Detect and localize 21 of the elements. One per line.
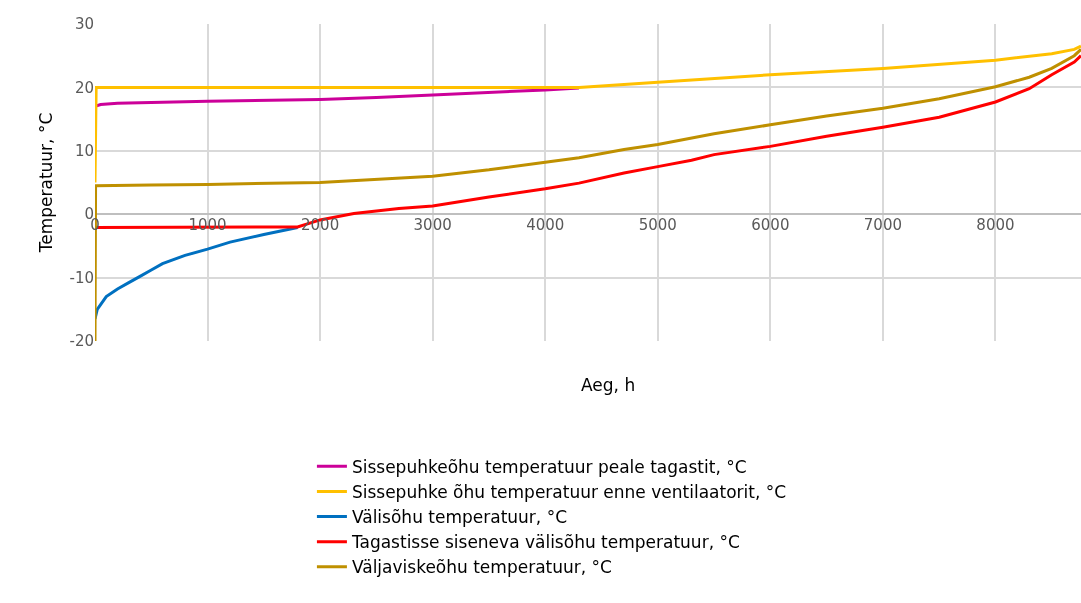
- y-tick-label: -20: [69, 332, 94, 351]
- y-tick-label: -10: [69, 268, 94, 287]
- x-tick-label: 8000: [976, 216, 1015, 235]
- legend-label: Sissepuhke õhu temperatuur enne ventilaatorit, °C: [351, 482, 787, 503]
- x-tick-label: 2000: [301, 216, 340, 235]
- line-series: [95, 86, 581, 108]
- legend-label: Väljaviskeõhu temperatuur, °C: [351, 557, 612, 578]
- y-axis-title: Temperatuur, °C: [36, 112, 57, 254]
- x-tick-label: 5000: [638, 216, 677, 235]
- legend-label: Tagastisse siseneva välisõhu temperatuur, °C: [350, 532, 740, 553]
- y-tick-label: 30: [74, 15, 94, 34]
- y-tick-label: 10: [74, 142, 94, 161]
- x-axis-title: Aeg, h: [581, 375, 636, 395]
- x-tick-label: 3000: [413, 216, 452, 235]
- x-tick-label: 7000: [863, 216, 902, 235]
- legend-label: Välisõhu temperatuur, °C: [351, 507, 568, 528]
- legend-label: Sissepuhkeõhu temperatuur peale tagastit, °C: [351, 456, 747, 477]
- y-tick-label: 20: [74, 78, 94, 97]
- x-tick-label: 4000: [526, 216, 565, 235]
- x-tick-label: 6000: [751, 216, 790, 235]
- line-series: [95, 44, 1081, 184]
